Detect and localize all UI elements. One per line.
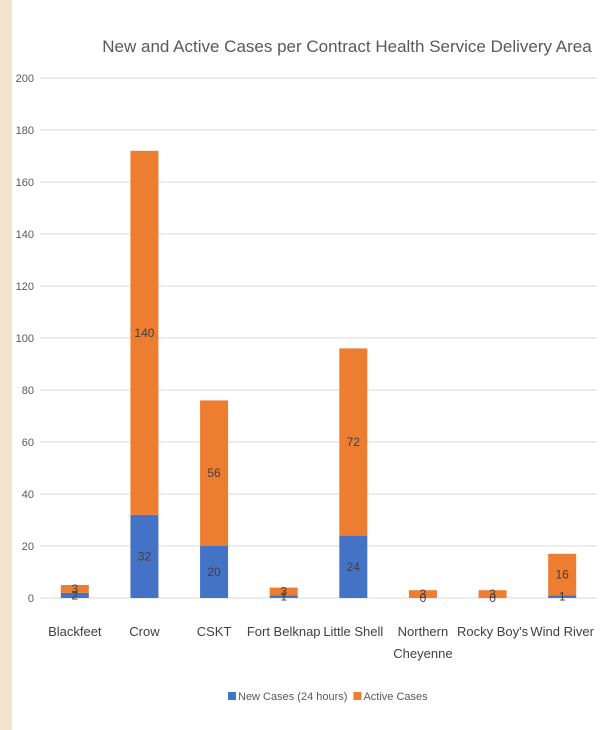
x-tick-label: Fort Belknap: [247, 624, 321, 639]
data-label: 24: [347, 560, 361, 574]
bar-segment: [130, 150, 159, 515]
data-label: 3: [71, 582, 78, 596]
y-tick-label: 160: [16, 177, 34, 189]
data-label: 20: [207, 565, 221, 579]
x-tick-label: Wind River: [530, 624, 594, 639]
y-tick-label: 40: [22, 489, 34, 501]
legend-label: New Cases (24 hours): [238, 691, 347, 703]
bar-segment: [60, 585, 89, 593]
bar-segment: [200, 400, 229, 546]
gridlines: [40, 77, 597, 599]
x-tick-label: Little Shell: [323, 624, 383, 639]
bar-segment: [269, 595, 298, 598]
bar-segment: [478, 590, 507, 598]
data-label: 16: [556, 568, 570, 582]
data-label: 3: [280, 585, 287, 599]
data-label: 3: [420, 587, 427, 601]
data-label: 140: [134, 326, 154, 340]
x-tick-label: Northern Cheyenne: [393, 624, 452, 661]
chart-title: New and Active Cases per Contract Health…: [102, 37, 592, 56]
bars: [60, 150, 577, 598]
data-label: 3: [489, 587, 496, 601]
bar-segment: [130, 514, 159, 598]
legend-swatch: [353, 692, 362, 700]
legend: New Cases (24 hours) Active Cases: [228, 691, 428, 703]
data-label: 32: [138, 549, 152, 563]
y-tick-label: 100: [16, 333, 34, 345]
y-tick-label: 80: [22, 385, 34, 397]
x-axis-labels: Blackfeet Crow CSKT Fort Belknap Little Shel…: [48, 624, 595, 661]
legend-label: Active Cases: [363, 691, 428, 703]
y-tick-label: 20: [22, 541, 34, 553]
legend-swatch: [228, 692, 236, 700]
bar-segment: [339, 535, 368, 598]
x-tick-label: CSKT: [197, 624, 232, 639]
x-tick-label: Crow: [129, 624, 160, 639]
x-tick-label: Blackfeet: [48, 624, 102, 639]
bar-segment: [200, 546, 229, 598]
bar-segment: [60, 592, 89, 598]
y-tick-label: 180: [16, 125, 34, 137]
y-tick-label: 0: [28, 593, 34, 605]
data-label: 56: [207, 466, 221, 480]
bar-segment: [269, 587, 298, 596]
data-label: 72: [347, 435, 361, 449]
bar-segment: [548, 595, 577, 598]
bar-segment: [548, 553, 577, 596]
y-tick-label: 120: [16, 281, 34, 293]
x-tick-label: Rocky Boy's: [457, 624, 529, 639]
data-label: 2: [71, 588, 78, 602]
chart-card: New and Active Cases per Contract Health…: [12, 0, 605, 730]
bar-segment: [339, 348, 368, 536]
data-label: 1: [280, 590, 287, 604]
stacked-bar-chart: New and Active Cases per Contract Health…: [16, 37, 597, 703]
y-tick-label: 140: [16, 229, 34, 241]
y-axis-ticks: 0 20 40 60 80 100 120 140 160 180 200: [16, 73, 34, 605]
data-label: 0: [420, 591, 427, 605]
data-label: 0: [489, 591, 496, 605]
bar-segment: [408, 590, 437, 598]
y-tick-label: 60: [22, 437, 34, 449]
y-tick-label: 200: [16, 73, 34, 85]
data-label: 1: [559, 590, 566, 604]
